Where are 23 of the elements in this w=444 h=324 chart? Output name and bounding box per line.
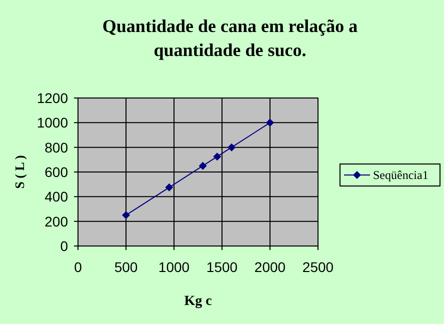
x-axis-title: Kg c (184, 294, 212, 309)
point (228, 143, 236, 152)
point (266, 118, 274, 127)
point (213, 152, 222, 161)
x-tick-label: 1000 (158, 259, 190, 275)
legend-label: Seqüência1 (373, 168, 428, 182)
point (122, 211, 130, 220)
y-tick-label: 1200 (36, 90, 68, 106)
y-tick-label: 200 (44, 213, 68, 230)
point (198, 162, 207, 170)
x-tick-label: 2000 (254, 259, 286, 275)
y-axis-title: S ( L ) (12, 155, 27, 189)
x-tick-label: 500 (114, 259, 138, 275)
y-tick-label: 800 (44, 139, 68, 156)
y-tick-label: 600 (44, 164, 68, 180)
chart-title: Quantidade de cana em relação a quantidade de suco. (102, 16, 358, 60)
y-tick-label: 400 (44, 188, 68, 205)
y-tick-label: 0 (60, 238, 68, 254)
y-tick-label: 1000 (36, 114, 68, 131)
x-tick-label: 1500 (206, 259, 238, 275)
point (165, 183, 174, 192)
x-tick-label: 0 (74, 259, 82, 275)
x-tick-label: 2500 (302, 259, 334, 275)
